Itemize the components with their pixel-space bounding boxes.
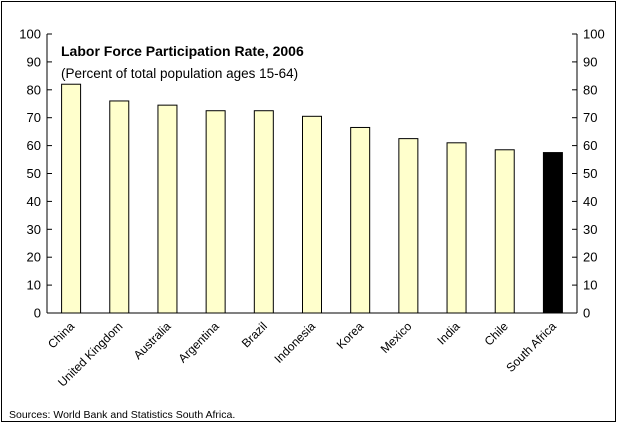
y-tick-label-left: 0: [34, 306, 41, 321]
category-label: Indonesia: [271, 319, 318, 366]
y-tick-label-left: 90: [27, 54, 41, 69]
category-label: Australia: [131, 319, 174, 362]
y-tick-label-left: 70: [27, 110, 41, 125]
y-tick-label-right: 0: [583, 306, 590, 321]
bar-chile: [494, 149, 515, 314]
y-tick-label-right: 50: [583, 166, 597, 181]
y-tick-label-left: 30: [27, 222, 41, 237]
category-label: Chile: [482, 319, 511, 348]
chart-subtitle: (Percent of total population ages 15-64): [61, 66, 298, 81]
y-tick-label-right: 80: [583, 82, 597, 97]
bar-mexico: [398, 138, 419, 314]
y-tick-label-right: 90: [583, 54, 597, 69]
category-label: Argentina: [176, 319, 222, 365]
y-tick-label-left: 60: [27, 138, 41, 153]
category-label: China: [45, 319, 77, 351]
y-tick-label-right: 30: [583, 222, 597, 237]
y-tick-label-right: 60: [583, 138, 597, 153]
bar-brazil: [253, 110, 274, 314]
bar-australia: [157, 104, 178, 314]
y-tick-label-right: 100: [583, 27, 605, 42]
bar-india: [446, 142, 467, 314]
y-tick-label-left: 20: [27, 250, 41, 265]
category-label: Korea: [334, 319, 367, 352]
y-ticks-left: 0 10 20 30 40 50 60 70 80 90 100: [19, 27, 52, 321]
bar-china: [61, 83, 82, 314]
y-tick-label-left: 80: [27, 82, 41, 97]
source-note: Sources: World Bank and Statistics South…: [9, 409, 235, 421]
chart-title: Labor Force Participation Rate, 2006: [61, 43, 304, 59]
bar-korea: [350, 126, 371, 314]
y-tick-label-left: 10: [27, 278, 41, 293]
bars-group: [61, 83, 563, 314]
category-label: Brazil: [239, 319, 270, 350]
y-tick-label-right: 20: [583, 250, 597, 265]
bar-argentina: [205, 110, 226, 314]
category-label: India: [434, 319, 463, 348]
y-tick-label-left: 50: [27, 166, 41, 181]
y-tick-label-right: 10: [583, 278, 597, 293]
category-label: Mexico: [378, 319, 415, 356]
y-tick-label-left: 100: [19, 27, 41, 42]
y-tick-label-right: 70: [583, 110, 597, 125]
y-tick-label-right: 40: [583, 194, 597, 209]
y-tick-label-left: 40: [27, 194, 41, 209]
bar-indonesia: [302, 115, 322, 314]
y-ticks-right: 0 10 20 30 40 50 60 70 80 90 100: [572, 27, 605, 321]
category-label: South Africa: [503, 319, 559, 375]
bar-south-africa: [542, 152, 563, 314]
bar-united-kingdom: [109, 100, 130, 314]
